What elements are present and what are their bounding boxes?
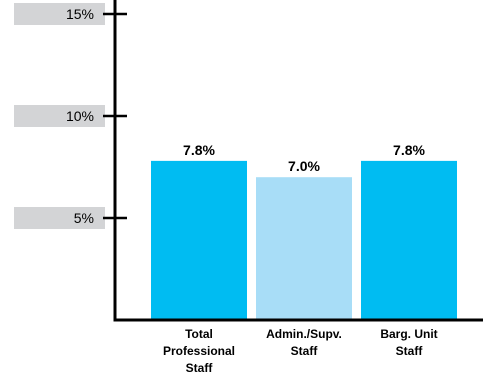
bar: [151, 160, 247, 320]
category-label: Professional: [163, 344, 235, 358]
y-tick-band: [14, 207, 105, 229]
bar: [361, 160, 457, 320]
category-label: Staff: [186, 361, 214, 375]
y-tick-layer: 5% 10% 15%: [14, 3, 127, 229]
y-tick-label: 15%: [66, 6, 94, 22]
bar-layer: [151, 160, 457, 320]
category-label: Staff: [291, 344, 319, 358]
label-layer: 7.8% 7.0% 7.8%: [183, 142, 425, 174]
y-tick-band: [14, 3, 105, 25]
y-tick-label: 10%: [66, 108, 94, 124]
category-label: Total: [185, 327, 213, 341]
category-label: Admin./Supv.: [266, 327, 342, 341]
category-label-layer: Total Professional Staff Admin./Supv. Staff B…: [163, 327, 438, 375]
axis-layer: [113, 0, 483, 322]
category-label: Barg. Unit: [380, 327, 437, 341]
data-label: 7.8%: [393, 142, 425, 158]
y-tick-label: 5%: [74, 210, 94, 226]
category-label: Staff: [396, 344, 424, 358]
y-tick-band: [14, 105, 105, 127]
data-label: 7.8%: [183, 142, 215, 158]
bar: [256, 177, 352, 320]
data-label: 7.0%: [288, 158, 320, 174]
